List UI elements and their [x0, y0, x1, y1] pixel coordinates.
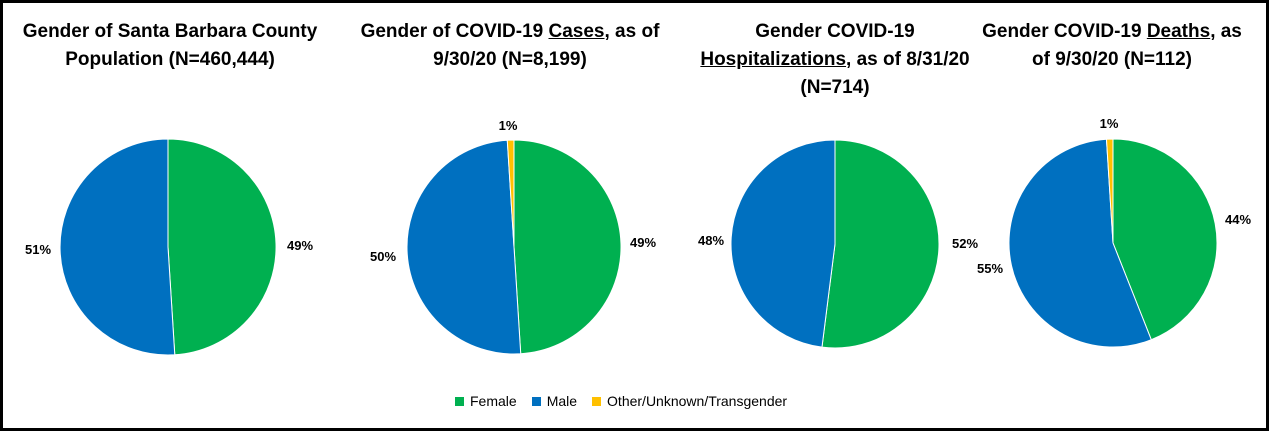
pie-hospitalizations: 52% 48%: [698, 139, 978, 349]
pie-slice-1-male: [406, 139, 522, 355]
pie-population: 49% 51%: [25, 138, 313, 356]
data-label-1-other-unknown-transgender: 1%: [499, 118, 518, 133]
chart-title-hosp-b: , as of 8/31/20: [846, 49, 970, 70]
pie-cases: 49% 50% 1%: [370, 118, 656, 355]
data-label-2-female: 52%: [952, 236, 978, 251]
legend: Female Male Other/Unknown/Transgender: [455, 393, 802, 409]
chart-title-deaths-b: , as: [1210, 21, 1242, 42]
data-label-0-male: 51%: [25, 242, 51, 257]
chart-title-population-line2: Population (N=460,444): [65, 49, 275, 70]
pie-slice-2-female: [821, 139, 940, 349]
chart-title-cases: Gender of COVID-19 Cases, as of 9/30/20 …: [345, 18, 675, 74]
chart-title-deaths: Gender COVID-19 Deaths, as of 9/30/20 (N…: [955, 18, 1269, 74]
pie-slice-0-male: [59, 138, 176, 356]
data-label-3-male: 55%: [977, 261, 1003, 276]
legend-item-male: Male: [531, 393, 578, 409]
pie-slice-3-other-unknown-transgender: [1105, 138, 1114, 244]
legend-swatch-male: [531, 396, 541, 406]
chart-title-deaths-line2: of 9/30/20 (N=112): [1031, 49, 1192, 70]
chart-title-cases-underlined: Cases: [548, 21, 605, 42]
pie-slice-3-female: [1112, 138, 1218, 341]
chart-title-population-line1: Gender of Santa Barbara County: [22, 21, 318, 42]
legend-item-other: Other/Unknown/Transgender: [592, 393, 787, 409]
legend-label-female: Female: [470, 393, 517, 409]
chart-title-population: Gender of Santa Barbara County Populatio…: [0, 18, 340, 74]
chart-title-deaths-underlined: Deaths: [1146, 21, 1211, 42]
data-label-3-other-unknown-transgender: 1%: [1100, 116, 1119, 131]
chart-title-hosp-line1: Gender COVID-19: [755, 21, 915, 42]
chart-title-cases-a: Gender of COVID-19: [360, 21, 549, 42]
data-label-1-female: 49%: [630, 235, 656, 250]
pie-deaths: 44% 55% 1%: [977, 116, 1251, 348]
data-label-2-male: 48%: [698, 233, 724, 248]
chart-title-hosp-underlined: Hospitalizations: [700, 49, 847, 70]
pie-slice-2-male: [730, 139, 836, 348]
pie-slice-3-male: [1008, 138, 1152, 348]
data-label-3-female: 44%: [1225, 212, 1251, 227]
pie-slice-1-female: [513, 139, 622, 355]
legend-item-female: Female: [455, 393, 517, 409]
legend-label-other: Other/Unknown/Transgender: [607, 393, 788, 409]
legend-swatch-female: [455, 396, 464, 406]
chart-title-hospitalizations: Gender COVID-19 Hospitalizations, as of …: [665, 18, 1005, 102]
data-label-1-male: 50%: [370, 249, 396, 264]
legend-swatch-other: [592, 396, 602, 406]
chart-title-deaths-a: Gender COVID-19: [982, 21, 1147, 42]
chart-title-cases-line2: 9/30/20 (N=8,199): [433, 49, 587, 70]
pie-slice-0-female: [167, 138, 277, 356]
data-label-0-female: 49%: [287, 238, 313, 253]
chart-title-cases-b: , as of: [604, 21, 660, 42]
pie-slice-1-other-unknown-transgender: [506, 139, 515, 248]
legend-label-male: Male: [546, 393, 578, 409]
chart-title-hosp-line3: (N=714): [800, 77, 870, 98]
